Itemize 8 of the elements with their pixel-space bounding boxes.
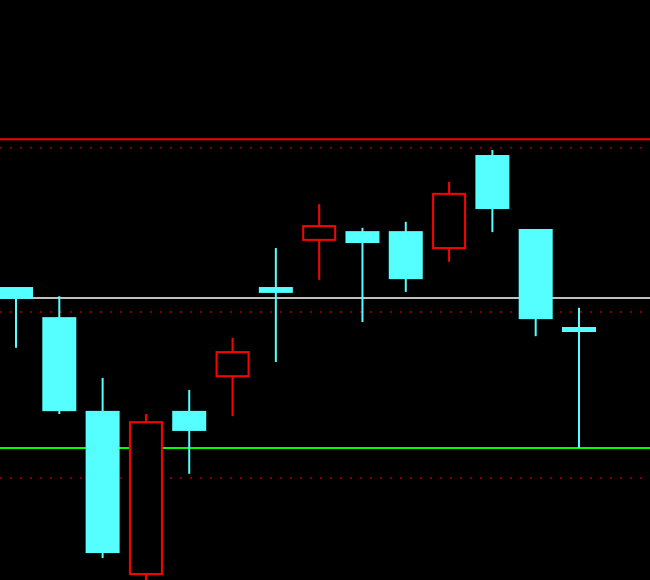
candlestick — [302, 203, 337, 281]
candlestick — [258, 247, 293, 363]
candlestick — [215, 336, 250, 418]
candlestick — [345, 226, 380, 323]
candlestick — [562, 306, 596, 449]
candlestick — [388, 220, 423, 293]
candlestick — [0, 287, 33, 349]
candlestick — [172, 388, 207, 475]
